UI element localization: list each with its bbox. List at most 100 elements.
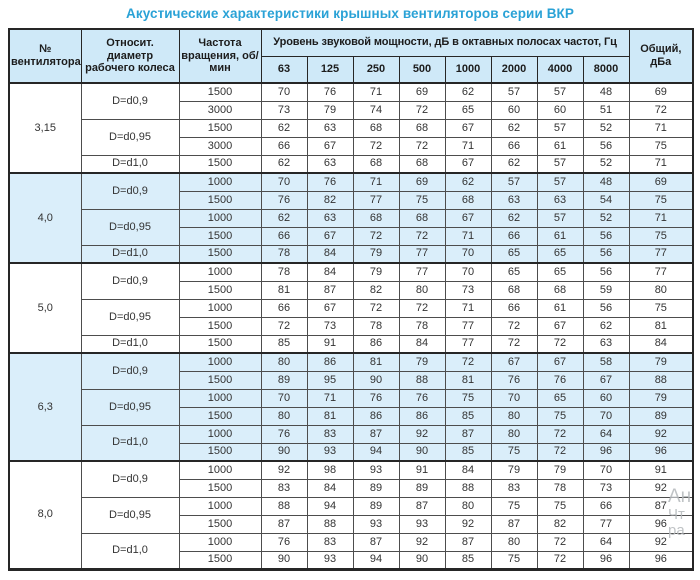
level-cell: 52 bbox=[582, 154, 630, 174]
fan-cell: 4,0 bbox=[8, 172, 82, 264]
level-cell: 72 bbox=[490, 316, 538, 336]
level-cell: 81 bbox=[306, 406, 354, 426]
total-cell: 81 bbox=[628, 316, 694, 336]
level-cell: 84 bbox=[444, 460, 492, 480]
level-cell: 86 bbox=[398, 406, 446, 426]
rpm-cell: 1500 bbox=[178, 190, 262, 210]
level-cell: 87 bbox=[444, 424, 492, 444]
level-cell: 86 bbox=[352, 334, 400, 354]
fan-cell: 3,15 bbox=[8, 82, 82, 174]
level-cell: 60 bbox=[582, 388, 630, 408]
level-cell: 80 bbox=[398, 280, 446, 300]
level-cell: 63 bbox=[490, 190, 538, 210]
acoustic-table: № вентилятора Относит. диаметр рабочего … bbox=[8, 28, 695, 571]
total-cell: 96 bbox=[628, 442, 694, 462]
level-cell: 64 bbox=[582, 424, 630, 444]
level-cell: 80 bbox=[490, 532, 538, 552]
level-cell: 89 bbox=[398, 478, 446, 498]
level-cell: 67 bbox=[444, 118, 492, 138]
header-freq-500: 500 bbox=[398, 55, 446, 84]
table-row: 3,15 D=d0,9 1500 70 76 71 69 62 57 57 48 69 bbox=[8, 82, 694, 174]
level-cell: 77 bbox=[398, 244, 446, 264]
page-title: Акустические характеристики крышных вент… bbox=[125, 6, 574, 21]
header-freq-63: 63 bbox=[260, 55, 308, 84]
level-cell: 85 bbox=[444, 442, 492, 462]
level-cell: 51 bbox=[582, 100, 630, 120]
level-cell: 77 bbox=[352, 190, 400, 210]
rpm-cell: 1000 bbox=[178, 496, 262, 516]
level-cell: 72 bbox=[398, 136, 446, 156]
level-cell: 54 bbox=[582, 190, 630, 210]
level-cell: 63 bbox=[306, 154, 354, 174]
total-cell: 89 bbox=[628, 406, 694, 426]
level-cell: 68 bbox=[444, 190, 492, 210]
table-row: 1500 89 95 90 88 81 76 76 67 88 bbox=[9, 370, 694, 390]
level-cell: 62 bbox=[260, 118, 308, 138]
level-cell: 89 bbox=[352, 478, 400, 498]
header-row-top: № вентилятора Относит. диаметр рабочего … bbox=[8, 28, 694, 84]
level-cell: 72 bbox=[352, 226, 400, 246]
table-row: 8,0 D=d0,9 1000 92 98 93 91 84 79 79 70 91 bbox=[8, 460, 694, 570]
header-diameter: Относит. диаметр рабочего колеса bbox=[80, 28, 180, 84]
table-row: D=d0,95 1000 62 63 68 68 67 62 57 52 71 bbox=[9, 208, 694, 246]
level-cell: 70 bbox=[582, 406, 630, 426]
header-total: Общий, дБа bbox=[628, 28, 694, 84]
level-cell: 70 bbox=[260, 82, 308, 102]
rpm-cell: 1500 bbox=[178, 316, 262, 336]
level-cell: 82 bbox=[536, 514, 584, 534]
level-cell: 96 bbox=[582, 442, 630, 462]
table-row: D=d1,0 1000 76 83 87 92 87 80 72 64 92 bbox=[9, 424, 694, 462]
level-cell: 67 bbox=[306, 226, 354, 246]
level-cell: 81 bbox=[260, 280, 308, 300]
table-row: 1500 80 81 86 86 85 80 75 70 89 bbox=[9, 406, 694, 426]
level-cell: 58 bbox=[582, 352, 630, 372]
level-cell: 63 bbox=[306, 208, 354, 228]
level-cell: 89 bbox=[352, 496, 400, 516]
level-cell: 65 bbox=[536, 388, 584, 408]
level-cell: 76 bbox=[536, 370, 584, 390]
level-cell: 94 bbox=[352, 550, 400, 570]
rpm-cell: 1500 bbox=[178, 280, 262, 300]
level-cell: 72 bbox=[398, 298, 446, 318]
rpm-cell: 1500 bbox=[178, 370, 262, 390]
level-cell: 96 bbox=[582, 550, 630, 570]
level-cell: 75 bbox=[536, 496, 584, 516]
level-cell: 84 bbox=[306, 478, 354, 498]
level-cell: 82 bbox=[306, 190, 354, 210]
level-cell: 68 bbox=[352, 118, 400, 138]
level-cell: 76 bbox=[260, 532, 308, 552]
header-fan-no: № вентилятора bbox=[8, 28, 82, 84]
level-cell: 72 bbox=[352, 298, 400, 318]
level-cell: 73 bbox=[582, 478, 630, 498]
level-cell: 76 bbox=[260, 424, 308, 444]
level-cell: 62 bbox=[490, 154, 538, 174]
rpm-cell: 1000 bbox=[178, 262, 262, 282]
total-cell: 77 bbox=[628, 244, 694, 264]
level-cell: 56 bbox=[582, 298, 630, 318]
level-cell: 72 bbox=[536, 334, 584, 354]
level-cell: 92 bbox=[398, 424, 446, 444]
level-cell: 71 bbox=[444, 136, 492, 156]
rpm-cell: 1500 bbox=[178, 334, 262, 354]
rpm-cell: 1500 bbox=[178, 514, 262, 534]
table-row: D=d0,95 1500 62 63 68 68 67 62 57 52 71 bbox=[9, 118, 694, 156]
level-cell: 72 bbox=[490, 334, 538, 354]
level-cell: 70 bbox=[260, 388, 308, 408]
level-cell: 66 bbox=[490, 136, 538, 156]
total-cell: 69 bbox=[628, 172, 694, 192]
level-cell: 93 bbox=[352, 514, 400, 534]
level-cell: 62 bbox=[260, 154, 308, 174]
level-cell: 75 bbox=[398, 190, 446, 210]
level-cell: 61 bbox=[536, 298, 584, 318]
level-cell: 73 bbox=[260, 100, 308, 120]
total-cell: 71 bbox=[628, 118, 694, 138]
level-cell: 57 bbox=[536, 154, 584, 174]
level-cell: 70 bbox=[582, 460, 630, 480]
level-cell: 72 bbox=[398, 226, 446, 246]
level-cell: 65 bbox=[444, 100, 492, 120]
level-cell: 56 bbox=[582, 226, 630, 246]
level-cell: 84 bbox=[398, 334, 446, 354]
total-cell: 71 bbox=[628, 154, 694, 174]
level-cell: 79 bbox=[352, 244, 400, 264]
